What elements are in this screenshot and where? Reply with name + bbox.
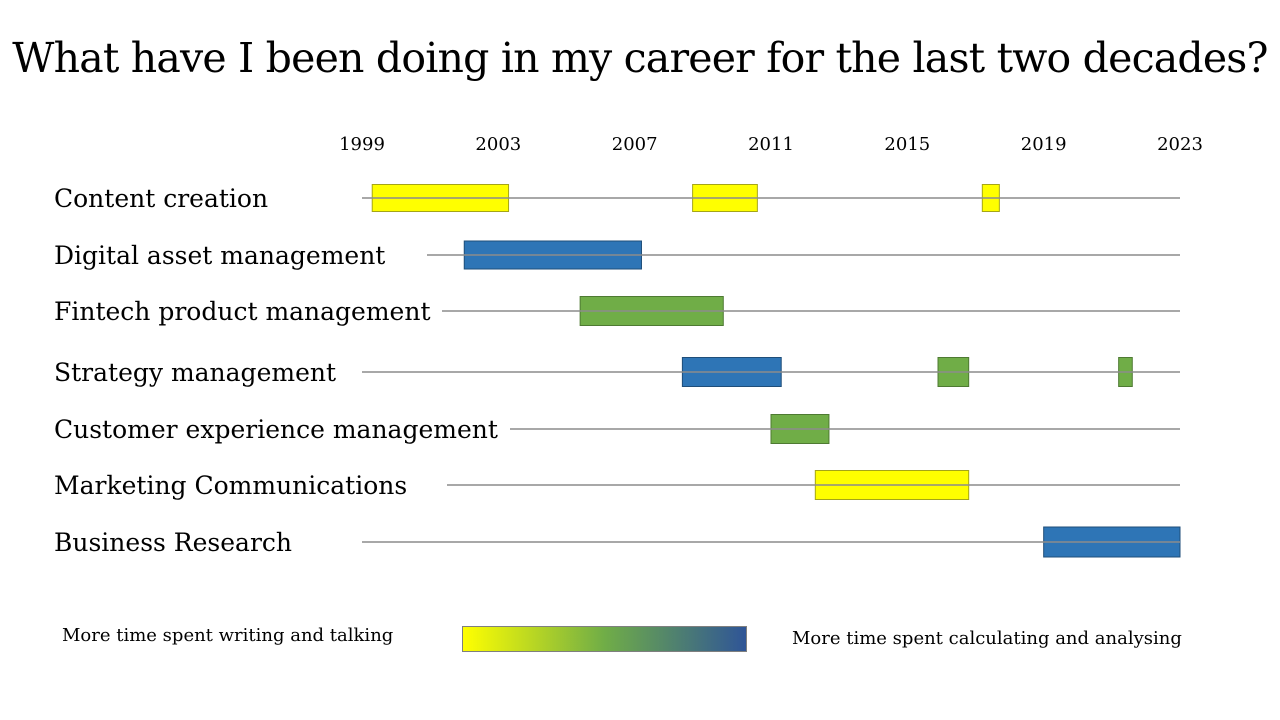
legend-left-label: More time spent writing and talking	[62, 625, 394, 646]
x-tick-label: 2023	[1157, 134, 1203, 155]
row-label: Strategy management	[54, 358, 336, 387]
x-tick-label: 2007	[612, 134, 658, 155]
legend-right-label: More time spent calculating and analysin…	[792, 628, 1182, 649]
x-tick-label: 1999	[339, 134, 385, 155]
chart-title: What have I been doing in my career for …	[12, 34, 1268, 82]
row-label: Fintech product management	[54, 297, 431, 326]
row-label: Business Research	[54, 528, 292, 557]
x-tick-label: 2011	[748, 134, 794, 155]
x-tick-label: 2003	[475, 134, 521, 155]
legend-gradient-bar	[462, 626, 747, 652]
row-label: Customer experience management	[54, 415, 498, 444]
row-label: Marketing Communications	[54, 471, 407, 500]
x-tick-label: 2019	[1021, 134, 1067, 155]
row-label: Digital asset management	[54, 241, 385, 270]
x-tick-label: 2015	[884, 134, 930, 155]
row-label: Content creation	[54, 184, 268, 213]
